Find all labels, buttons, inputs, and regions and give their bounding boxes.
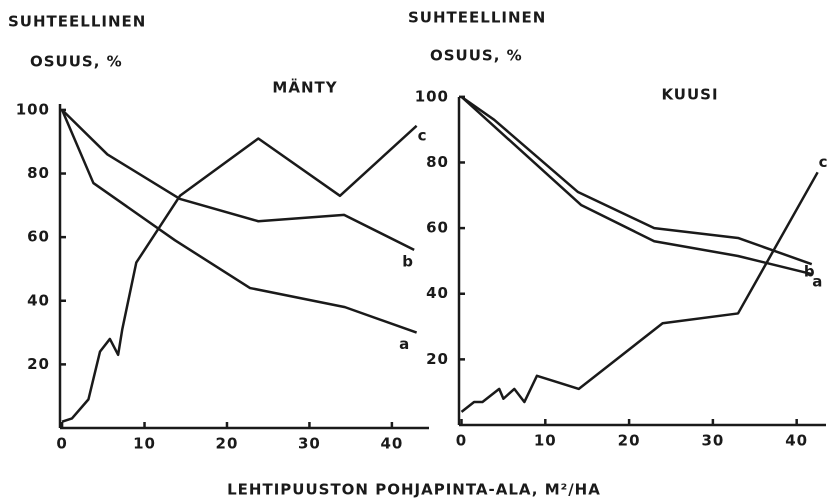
x-tick-label: 40 bbox=[380, 435, 403, 453]
series-label: a bbox=[812, 273, 823, 291]
y-tick-label: 20 bbox=[426, 350, 449, 368]
y-tick-label: 100 bbox=[16, 100, 50, 118]
line bbox=[460, 95, 813, 276]
x-tick-label: 0 bbox=[456, 432, 467, 450]
line bbox=[460, 95, 813, 266]
y-tick-label: 20 bbox=[27, 355, 50, 373]
panel-title: MÄNTY bbox=[272, 78, 337, 97]
y-tick-label: 60 bbox=[27, 228, 50, 246]
y-axis-label: SUHTEELLINEN bbox=[408, 9, 546, 27]
series-label: b bbox=[402, 252, 414, 270]
x-tick-label: 10 bbox=[534, 432, 557, 450]
y-tick-label: 100 bbox=[415, 87, 449, 105]
x-tick-label: 30 bbox=[298, 435, 321, 453]
line bbox=[60, 109, 418, 334]
y-axis-label: OSUUS, % bbox=[430, 47, 523, 65]
y-tick-label: 80 bbox=[426, 153, 449, 171]
y-tick-label: 80 bbox=[27, 164, 50, 182]
y-axis-label: OSUUS, % bbox=[30, 53, 123, 71]
series-label: b bbox=[804, 263, 816, 281]
y-axis-label: SUHTEELLINEN bbox=[8, 13, 146, 31]
x-tick-label: 20 bbox=[216, 435, 239, 453]
y-tick-label: 60 bbox=[426, 219, 449, 237]
line bbox=[460, 171, 819, 413]
y-tick-label: 40 bbox=[27, 291, 50, 309]
x-tick-label: 10 bbox=[133, 435, 156, 453]
x-tick-label: 20 bbox=[618, 432, 641, 450]
panel-title: KUUSI bbox=[661, 86, 718, 104]
series-label: a bbox=[399, 335, 410, 353]
x-tick-label: 40 bbox=[785, 432, 808, 450]
series-label: c bbox=[418, 126, 428, 144]
line bbox=[61, 124, 418, 423]
x-tick-label: 30 bbox=[701, 432, 724, 450]
y-tick-label: 40 bbox=[426, 284, 449, 302]
series-label: c bbox=[819, 153, 829, 171]
x-axis-label: LEHTIPUUSTON POHJAPINTA-ALA, M²/HA bbox=[227, 481, 601, 499]
x-tick-label: 0 bbox=[56, 435, 67, 453]
line bbox=[61, 109, 415, 251]
